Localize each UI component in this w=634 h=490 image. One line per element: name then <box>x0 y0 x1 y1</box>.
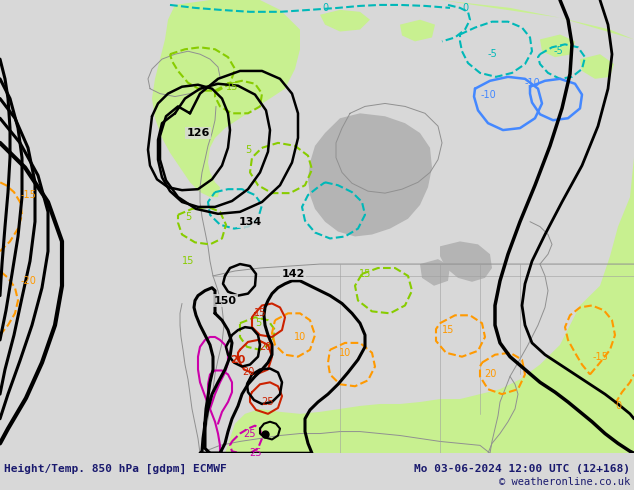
Polygon shape <box>440 242 492 282</box>
Text: 15: 15 <box>442 325 454 335</box>
Text: 25: 25 <box>249 448 261 458</box>
Text: 20: 20 <box>242 368 254 377</box>
Text: 25: 25 <box>262 397 275 407</box>
Text: Height/Temp. 850 hPa [gdpm] ECMWF: Height/Temp. 850 hPa [gdpm] ECMWF <box>4 464 227 474</box>
Polygon shape <box>308 113 432 237</box>
Text: -5: -5 <box>553 46 563 56</box>
Polygon shape <box>400 20 435 41</box>
Text: -10: -10 <box>524 78 540 88</box>
Text: 0: 0 <box>322 3 328 13</box>
Text: 15: 15 <box>182 256 194 266</box>
Text: 5: 5 <box>245 145 251 155</box>
Text: 15: 15 <box>359 269 371 279</box>
Polygon shape <box>540 34 575 57</box>
Polygon shape <box>220 0 634 453</box>
Text: Mo 03-06-2024 12:00 UTC (12+168): Mo 03-06-2024 12:00 UTC (12+168) <box>414 464 630 474</box>
Polygon shape <box>200 49 235 77</box>
Polygon shape <box>170 84 205 108</box>
Text: 0: 0 <box>615 401 621 411</box>
Polygon shape <box>320 10 370 31</box>
Text: 20: 20 <box>230 355 245 365</box>
Text: 15: 15 <box>254 308 266 318</box>
Text: 5: 5 <box>185 212 191 222</box>
Text: 134: 134 <box>238 217 262 227</box>
Text: -20: -20 <box>20 276 36 286</box>
Text: 25: 25 <box>243 429 256 439</box>
Text: 10: 10 <box>294 332 306 342</box>
Text: 20: 20 <box>484 369 496 379</box>
Text: 20: 20 <box>259 342 271 352</box>
Text: 10: 10 <box>339 348 351 358</box>
Polygon shape <box>580 54 614 79</box>
Polygon shape <box>184 124 212 148</box>
Text: © weatheronline.co.uk: © weatheronline.co.uk <box>499 477 630 487</box>
Polygon shape <box>152 0 300 197</box>
Text: -5: -5 <box>487 49 497 59</box>
Text: 5: 5 <box>255 318 261 328</box>
Text: -15: -15 <box>20 190 36 200</box>
Polygon shape <box>420 259 450 286</box>
Text: 150: 150 <box>214 295 237 306</box>
Text: 142: 142 <box>281 269 305 279</box>
Text: 15: 15 <box>226 82 238 92</box>
Text: 0: 0 <box>462 3 468 13</box>
Text: 126: 126 <box>186 128 210 138</box>
Text: -15: -15 <box>592 352 608 362</box>
Text: -10: -10 <box>480 90 496 99</box>
